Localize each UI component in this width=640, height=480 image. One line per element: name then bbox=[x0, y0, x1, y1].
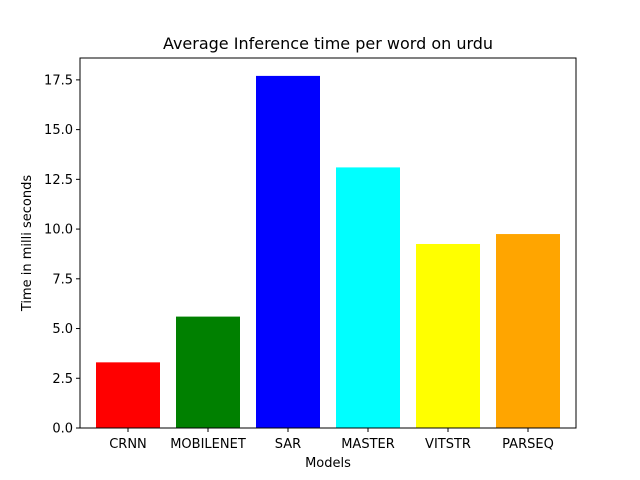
y-tick-label: 10.0 bbox=[44, 223, 73, 238]
x-tick-label: CRNN bbox=[109, 437, 147, 452]
y-tick-label: 15.0 bbox=[44, 123, 73, 138]
bar-master bbox=[336, 167, 400, 428]
y-tick-label: 17.5 bbox=[44, 73, 73, 88]
y-axis-label: Time in milli seconds bbox=[20, 175, 35, 313]
bars-group bbox=[96, 75, 560, 429]
y-tick-label: 12.5 bbox=[44, 173, 73, 188]
y-tick-label: 7.5 bbox=[52, 272, 73, 287]
plot-frame bbox=[79, 57, 577, 429]
chart-title: Average Inference time per word on urdu bbox=[163, 34, 493, 53]
bar-parseq bbox=[496, 234, 560, 428]
bar-sar bbox=[256, 75, 320, 429]
x-tick-label: MASTER bbox=[341, 437, 395, 452]
bar-crnn bbox=[96, 362, 160, 428]
x-axis-label: Models bbox=[305, 456, 351, 471]
bar-vitstr bbox=[416, 243, 480, 428]
x-tick-label: PARSEQ bbox=[502, 437, 554, 452]
x-tick-label: VITSTR bbox=[425, 437, 471, 452]
y-tick-label: 0.0 bbox=[52, 422, 73, 437]
y-tick-label: 2.5 bbox=[52, 372, 73, 387]
x-axis: CRNN MOBILENET SAR MASTER VITSTR PARSEQ bbox=[109, 428, 554, 452]
x-tick-label: MOBILENET bbox=[170, 437, 246, 452]
y-tick-label: 5.0 bbox=[52, 322, 73, 337]
y-axis: 0.0 2.5 5.0 7.5 10.0 12.5 15.0 17.5 bbox=[44, 73, 80, 437]
bar-mobilenet bbox=[176, 316, 240, 428]
x-tick-label: SAR bbox=[275, 437, 301, 452]
